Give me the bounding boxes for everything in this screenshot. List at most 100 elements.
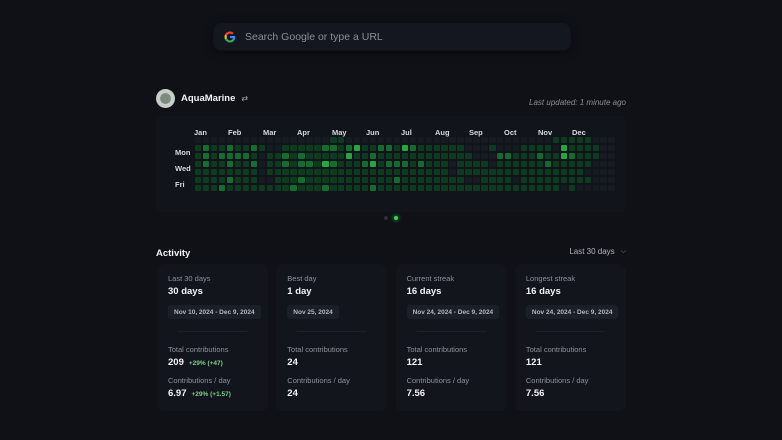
contribution-cell[interactable] (218, 145, 226, 152)
contribution-cell[interactable] (385, 177, 393, 184)
contribution-cell[interactable] (210, 145, 218, 152)
contribution-cell[interactable] (250, 153, 258, 160)
contribution-cell[interactable] (266, 153, 273, 160)
contribution-cell[interactable] (346, 153, 353, 160)
contribution-cell[interactable] (544, 177, 552, 184)
contribution-cell[interactable] (584, 169, 591, 176)
contribution-cell[interactable] (520, 161, 528, 168)
contribution-cell[interactable] (592, 185, 599, 192)
contribution-cell[interactable] (409, 161, 417, 168)
contribution-cell[interactable] (234, 185, 242, 192)
contribution-cell[interactable] (513, 177, 520, 184)
contribution-cell[interactable] (306, 153, 313, 160)
contribution-cell[interactable] (441, 153, 448, 160)
contribution-cell[interactable] (433, 185, 440, 192)
contribution-cell[interactable] (528, 161, 536, 168)
contribution-cell[interactable] (600, 145, 607, 152)
contribution-cell[interactable] (481, 145, 488, 152)
contribution-cell[interactable] (457, 185, 464, 192)
contribution-cell[interactable] (481, 161, 488, 168)
contribution-cell[interactable] (338, 137, 345, 144)
contribution-cell[interactable] (584, 137, 591, 144)
contribution-cell[interactable] (497, 169, 504, 176)
contribution-cell[interactable] (354, 177, 361, 184)
contribution-cell[interactable] (338, 145, 345, 152)
contribution-cell[interactable] (226, 137, 234, 144)
contribution-cell[interactable] (536, 169, 544, 176)
contribution-cell[interactable] (234, 169, 242, 176)
contribution-cell[interactable] (441, 161, 448, 168)
contribution-cell[interactable] (234, 177, 242, 184)
contribution-cell[interactable] (385, 137, 393, 144)
contribution-cell[interactable] (560, 137, 568, 144)
contribution-cell[interactable] (195, 169, 202, 176)
contribution-cell[interactable] (409, 185, 417, 192)
contribution-cell[interactable] (393, 185, 401, 192)
contribution-cell[interactable] (322, 169, 329, 176)
contribution-cell[interactable] (258, 137, 265, 144)
contribution-cell[interactable] (513, 169, 520, 176)
contribution-cell[interactable] (505, 161, 512, 168)
contribution-cell[interactable] (552, 161, 560, 168)
contribution-cell[interactable] (377, 169, 385, 176)
contribution-cell[interactable] (258, 169, 265, 176)
contribution-cell[interactable] (354, 185, 361, 192)
contribution-cell[interactable] (425, 169, 432, 176)
contribution-cell[interactable] (346, 161, 353, 168)
contribution-cell[interactable] (497, 145, 504, 152)
contribution-cell[interactable] (314, 169, 321, 176)
contribution-cell[interactable] (369, 153, 377, 160)
contribution-cell[interactable] (600, 185, 607, 192)
contribution-cell[interactable] (417, 185, 424, 192)
contribution-cell[interactable] (377, 137, 385, 144)
contribution-cell[interactable] (457, 153, 464, 160)
contribution-cell[interactable] (346, 137, 353, 144)
contribution-cell[interactable] (274, 177, 281, 184)
contribution-cell[interactable] (290, 161, 297, 168)
contribution-cell[interactable] (346, 177, 353, 184)
contribution-cell[interactable] (544, 145, 552, 152)
search-placeholder[interactable]: Search Google or type a URL (245, 31, 383, 43)
contribution-cell[interactable] (306, 137, 313, 144)
contribution-cell[interactable] (218, 185, 226, 192)
contribution-cell[interactable] (425, 161, 432, 168)
contribution-cell[interactable] (497, 153, 504, 160)
contribution-cell[interactable] (242, 161, 250, 168)
contribution-cell[interactable] (457, 177, 464, 184)
contribution-cell[interactable] (282, 145, 289, 152)
contribution-cell[interactable] (449, 153, 456, 160)
contribution-cell[interactable] (576, 185, 583, 192)
contribution-cell[interactable] (409, 145, 417, 152)
contribution-cell[interactable] (195, 185, 202, 192)
contribution-cell[interactable] (393, 177, 401, 184)
contribution-cell[interactable] (449, 177, 456, 184)
contribution-cell[interactable] (568, 137, 576, 144)
contribution-cell[interactable] (505, 137, 512, 144)
contribution-cell[interactable] (552, 177, 560, 184)
contribution-cell[interactable] (544, 137, 552, 144)
contribution-cell[interactable] (258, 185, 265, 192)
contribution-cell[interactable] (242, 185, 250, 192)
contribution-cell[interactable] (520, 177, 528, 184)
contribution-cell[interactable] (441, 177, 448, 184)
contribution-cell[interactable] (457, 137, 464, 144)
contribution-cell[interactable] (584, 185, 591, 192)
contribution-cell[interactable] (489, 161, 496, 168)
contribution-cell[interactable] (393, 137, 401, 144)
contribution-cell[interactable] (346, 145, 353, 152)
contribution-cell[interactable] (210, 161, 218, 168)
contribution-cell[interactable] (377, 145, 385, 152)
contribution-cell[interactable] (552, 137, 560, 144)
contribution-cell[interactable] (544, 161, 552, 168)
contribution-cell[interactable] (298, 153, 305, 160)
contribution-cell[interactable] (369, 161, 377, 168)
contribution-cell[interactable] (393, 169, 401, 176)
contribution-cell[interactable] (465, 161, 472, 168)
contribution-cell[interactable] (520, 185, 528, 192)
contribution-cell[interactable] (361, 177, 369, 184)
contribution-cell[interactable] (290, 177, 297, 184)
contribution-cell[interactable] (528, 137, 536, 144)
contribution-cell[interactable] (202, 145, 210, 152)
contribution-cell[interactable] (433, 137, 440, 144)
contribution-cell[interactable] (202, 185, 210, 192)
